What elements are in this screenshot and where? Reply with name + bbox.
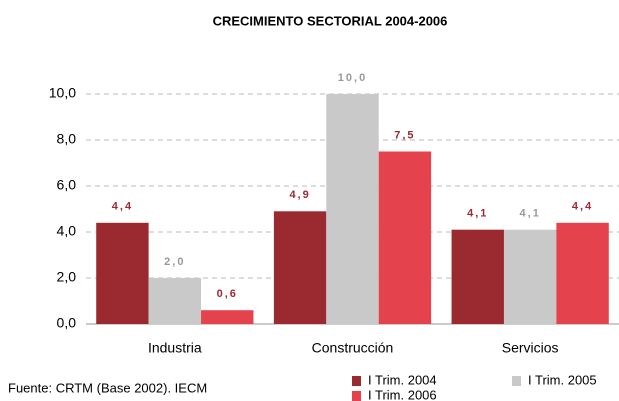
value-label: 4,1 <box>520 208 541 220</box>
x-tick-label: Construcción <box>312 340 394 356</box>
value-label: 4,4 <box>572 201 593 213</box>
legend-label: I Trim. 2005 <box>528 372 597 387</box>
y-tick-label: 8,0 <box>57 131 77 147</box>
x-tick-label: Industria <box>148 340 202 356</box>
legend-label: I Trim. 2004 <box>368 372 437 387</box>
y-tick-label: 4,0 <box>57 223 77 239</box>
bar <box>201 310 254 324</box>
y-tick-label: 0,0 <box>57 315 77 331</box>
value-label: 4,9 <box>289 189 310 201</box>
y-tick-label: 6,0 <box>57 177 77 193</box>
value-label: 4,4 <box>112 201 133 213</box>
bar <box>96 222 149 324</box>
bar <box>326 94 379 324</box>
value-label: 0,6 <box>217 288 238 300</box>
value-label: 10,0 <box>338 72 367 84</box>
y-tick-label: 2,0 <box>57 269 77 285</box>
bar <box>503 229 557 324</box>
value-label: 4,1 <box>467 208 488 220</box>
legend-swatch <box>512 376 521 386</box>
legend-swatch <box>352 391 361 401</box>
bar <box>378 151 432 324</box>
legend-swatch <box>352 376 361 386</box>
bar <box>273 211 327 324</box>
value-label: 7,5 <box>394 129 415 141</box>
y-tick-label: 10,0 <box>49 85 76 101</box>
x-tick-label: Servicios <box>502 340 559 356</box>
value-label: 2,0 <box>164 256 185 268</box>
bar <box>451 229 504 324</box>
chart-title: CRECIMIENTO SECTORIAL 2004-2006 <box>213 13 448 28</box>
legend-label: I Trim. 2006 <box>368 387 437 401</box>
bar <box>148 278 202 324</box>
bar <box>556 222 609 324</box>
source: Fuente: CRTM (Base 2002). IECM <box>8 380 207 395</box>
